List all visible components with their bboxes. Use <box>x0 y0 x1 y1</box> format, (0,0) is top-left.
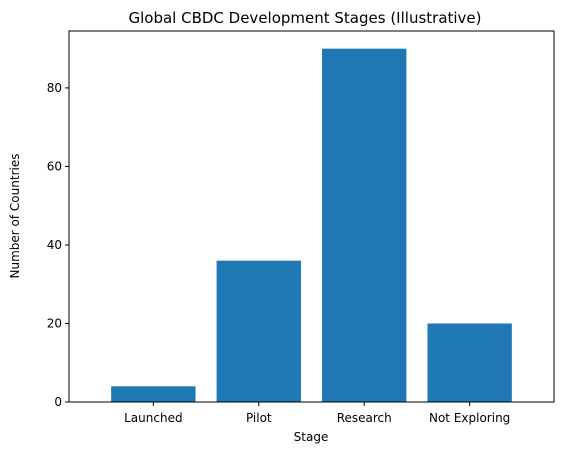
y-tick-label: 80 <box>47 81 62 95</box>
x-axis: Launched Pilot Research Not Exploring <box>124 402 510 425</box>
y-tick-label: 40 <box>47 238 62 252</box>
bar-not-exploring <box>427 323 512 402</box>
y-tick-label: 0 <box>54 395 62 409</box>
bar-pilot <box>216 260 301 402</box>
y-axis: 0 20 40 60 80 <box>47 81 69 409</box>
y-tick-label: 60 <box>47 159 62 173</box>
bars-group <box>111 48 512 403</box>
x-axis-label: Stage <box>294 430 329 444</box>
chart-title: Global CBDC Development Stages (Illustra… <box>128 9 481 27</box>
x-tick-label: Launched <box>124 411 182 425</box>
x-tick-label: Pilot <box>246 411 272 425</box>
x-tick-label: Research <box>337 411 392 425</box>
plot-frame <box>68 30 555 403</box>
y-axis-label: Number of Countries <box>8 154 22 279</box>
x-tick-label: Not Exploring <box>429 411 510 425</box>
bar-research <box>322 48 407 403</box>
bar-launched <box>111 386 196 402</box>
y-tick-label: 20 <box>47 316 62 330</box>
